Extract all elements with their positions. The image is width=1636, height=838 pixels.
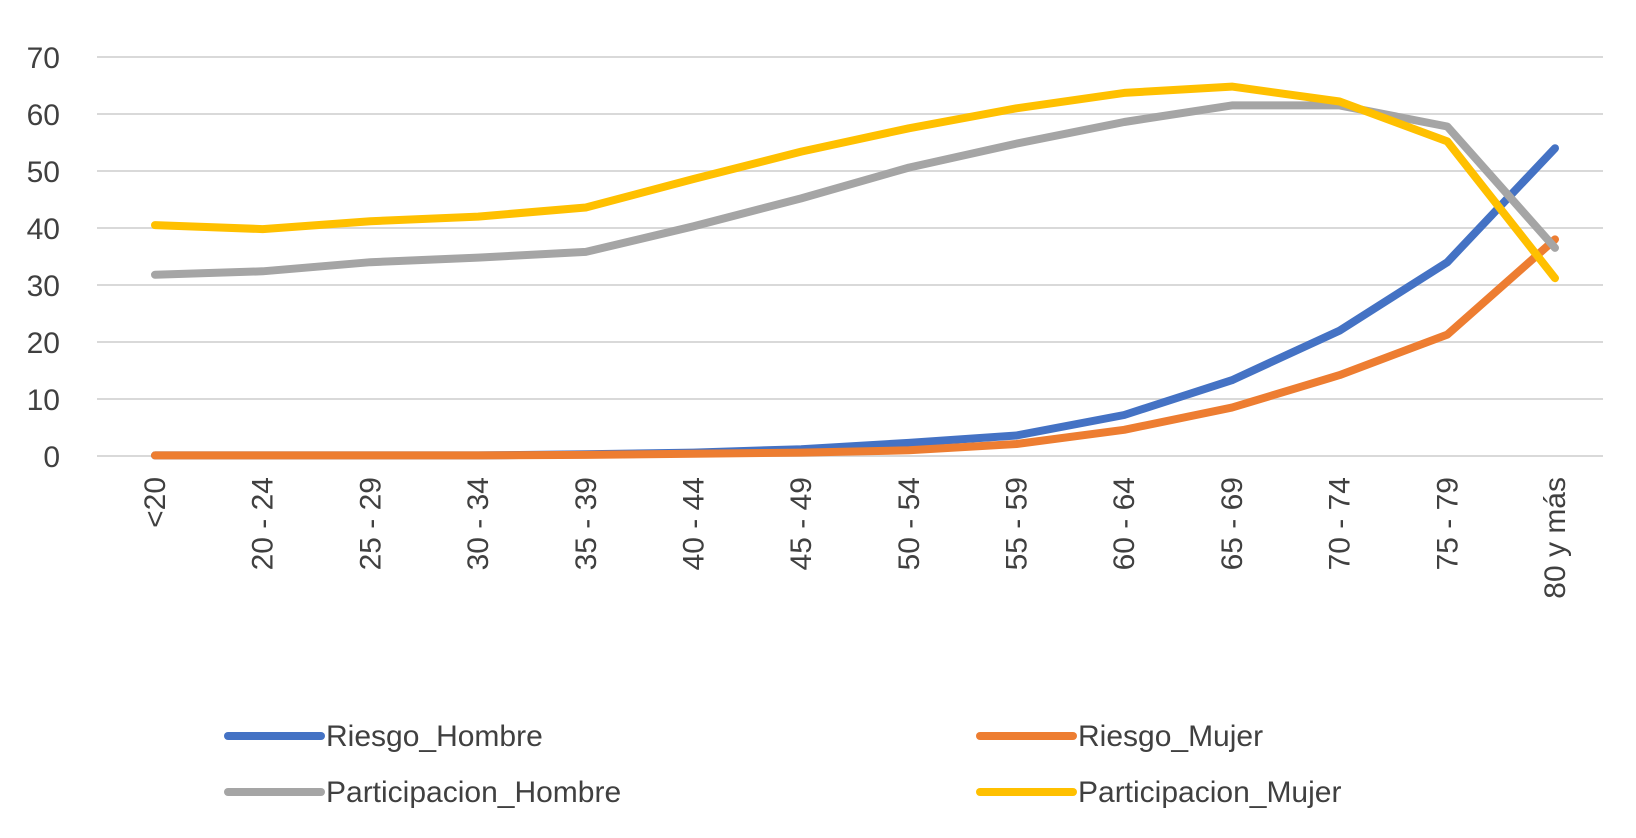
legend-label: Riesgo_Mujer: [1078, 720, 1263, 753]
x-tick-label: <20: [139, 477, 172, 528]
y-axis-ticks: 0 10 20 30 40 50 60 70: [27, 42, 60, 474]
x-axis-ticks: <20 20 - 24 25 - 29 30 - 34 35 - 39 40 - 44 45…: [139, 477, 1572, 599]
x-tick-label: 30 - 34: [462, 477, 495, 570]
legend-label: Riesgo_Hombre: [326, 720, 543, 753]
series-line-participacion-mujer: [151, 82, 1559, 283]
series-line-riesgo-hombre: [151, 144, 1559, 460]
legend-item: Participacion_Hombre: [224, 776, 621, 809]
x-tick-label: 20 - 24: [247, 477, 280, 570]
legend-label: Participacion_Hombre: [326, 776, 621, 809]
x-tick-label: 70 - 74: [1324, 477, 1357, 570]
x-tick-label: 55 - 59: [1001, 477, 1034, 570]
gridlines: [97, 56, 1603, 457]
series-line-participacion-hombre: [151, 101, 1559, 279]
y-tick-label: 30: [27, 270, 60, 303]
legend: Riesgo_Hombre Riesgo_Mujer Participacion_H…: [224, 720, 1341, 809]
legend-item: Riesgo_Hombre: [224, 720, 543, 753]
x-tick-label: 60 - 64: [1108, 477, 1141, 570]
series-line-riesgo-mujer: [151, 235, 1559, 460]
y-tick-label: 0: [43, 441, 60, 474]
y-tick-label: 20: [27, 327, 60, 360]
x-tick-label: 75 - 79: [1431, 477, 1464, 570]
legend-item: Riesgo_Mujer: [976, 720, 1263, 753]
x-tick-label: 25 - 29: [354, 477, 387, 570]
y-tick-label: 10: [27, 384, 60, 417]
y-tick-label: 70: [27, 42, 60, 75]
y-tick-label: 50: [27, 156, 60, 189]
y-tick-label: 40: [27, 213, 60, 246]
x-tick-label: 50 - 54: [893, 477, 926, 570]
x-tick-label: 45 - 49: [785, 477, 818, 570]
x-tick-label: 80 y más: [1539, 477, 1572, 599]
legend-item: Participacion_Mujer: [976, 776, 1341, 809]
x-tick-label: 35 - 39: [570, 477, 603, 570]
x-tick-label: 40 - 44: [677, 477, 710, 570]
y-tick-label: 60: [27, 99, 60, 132]
legend-label: Participacion_Mujer: [1078, 776, 1341, 809]
x-tick-label: 65 - 69: [1216, 477, 1249, 570]
series-lines: [151, 82, 1559, 460]
